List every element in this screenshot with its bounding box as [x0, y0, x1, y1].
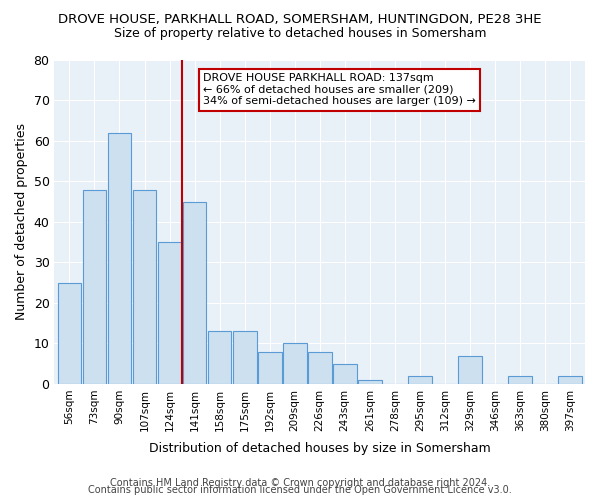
Bar [283, 344, 307, 384]
Y-axis label: Number of detached properties: Number of detached properties [15, 124, 28, 320]
Bar [358, 380, 382, 384]
Bar [333, 364, 356, 384]
Text: Size of property relative to detached houses in Somersham: Size of property relative to detached ho… [114, 28, 486, 40]
Bar [458, 356, 482, 384]
Text: Contains public sector information licensed under the Open Government Licence v3: Contains public sector information licen… [88, 485, 512, 495]
Bar [107, 133, 131, 384]
X-axis label: Distribution of detached houses by size in Somersham: Distribution of detached houses by size … [149, 442, 491, 455]
Bar [408, 376, 432, 384]
Bar [308, 352, 332, 384]
Bar [558, 376, 582, 384]
Text: DROVE HOUSE PARKHALL ROAD: 137sqm
← 66% of detached houses are smaller (209)
34%: DROVE HOUSE PARKHALL ROAD: 137sqm ← 66% … [203, 73, 476, 106]
Bar [133, 190, 157, 384]
Bar [182, 202, 206, 384]
Bar [258, 352, 281, 384]
Bar [58, 282, 82, 384]
Bar [233, 332, 257, 384]
Bar [208, 332, 232, 384]
Text: Contains HM Land Registry data © Crown copyright and database right 2024.: Contains HM Land Registry data © Crown c… [110, 478, 490, 488]
Bar [508, 376, 532, 384]
Text: DROVE HOUSE, PARKHALL ROAD, SOMERSHAM, HUNTINGDON, PE28 3HE: DROVE HOUSE, PARKHALL ROAD, SOMERSHAM, H… [58, 12, 542, 26]
Bar [158, 242, 181, 384]
Bar [83, 190, 106, 384]
